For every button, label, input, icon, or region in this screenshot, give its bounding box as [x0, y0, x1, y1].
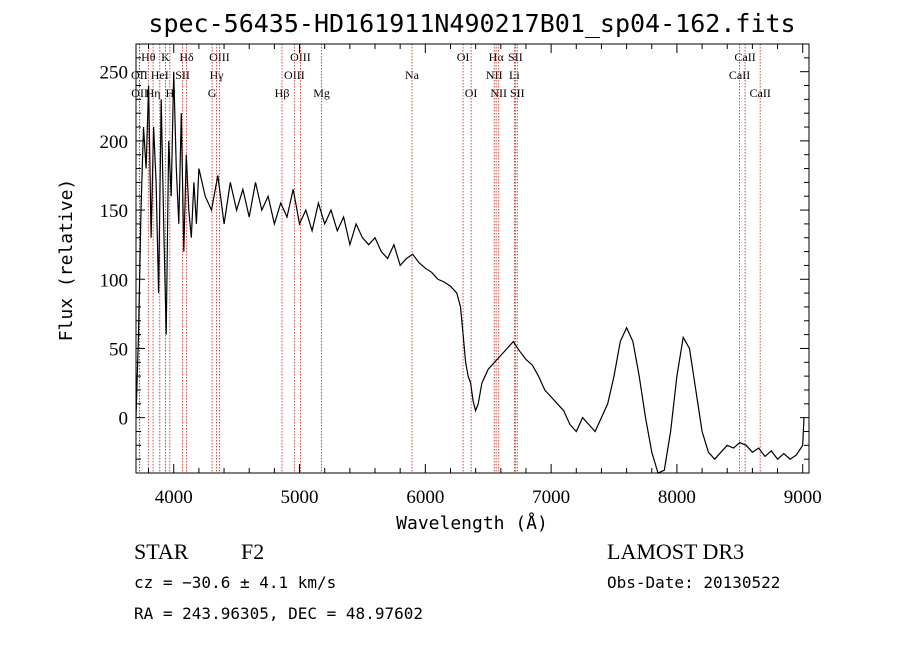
x-tick-label: 8000	[658, 487, 696, 508]
x-tick-label: 9000	[784, 487, 822, 508]
y-tick-label: 50	[109, 339, 128, 360]
x-axis-ticks: 4000 5000 6000 7000 8000 9000	[148, 44, 822, 508]
y-tick-label: 200	[100, 132, 129, 153]
y-axis-ticks: 0 50 100 150 200 250	[100, 57, 809, 460]
spectrum-line	[135, 71, 805, 474]
redshift-value: cz = −30.6 ± 4.1 km/s	[134, 573, 336, 592]
object-class: STAR	[134, 539, 189, 564]
object-subclass: F2	[241, 539, 264, 564]
x-tick-label: 4000	[155, 487, 193, 508]
emission-line-markers	[138, 44, 761, 473]
y-tick-label: 150	[100, 201, 129, 222]
survey-name: LAMOST DR3	[607, 539, 744, 564]
y-tick-label: 250	[100, 63, 129, 84]
chart-title: spec-56435-HD161911N490217B01_sp04-162.f…	[148, 9, 795, 38]
y-tick-label: 0	[119, 409, 129, 430]
x-tick-label: 6000	[406, 487, 444, 508]
y-axis-label: Flux (relative)	[56, 179, 77, 342]
plot-frame	[135, 43, 810, 474]
x-tick-label: 7000	[532, 487, 570, 508]
observation-date: Obs-Date: 20130522	[607, 573, 780, 592]
x-tick-label: 5000	[281, 487, 319, 508]
y-tick-label: 100	[100, 270, 129, 291]
coordinates: RA = 243.96305, DEC = 48.97602	[134, 604, 423, 623]
x-axis-label: Wavelength (Å)	[396, 512, 548, 534]
